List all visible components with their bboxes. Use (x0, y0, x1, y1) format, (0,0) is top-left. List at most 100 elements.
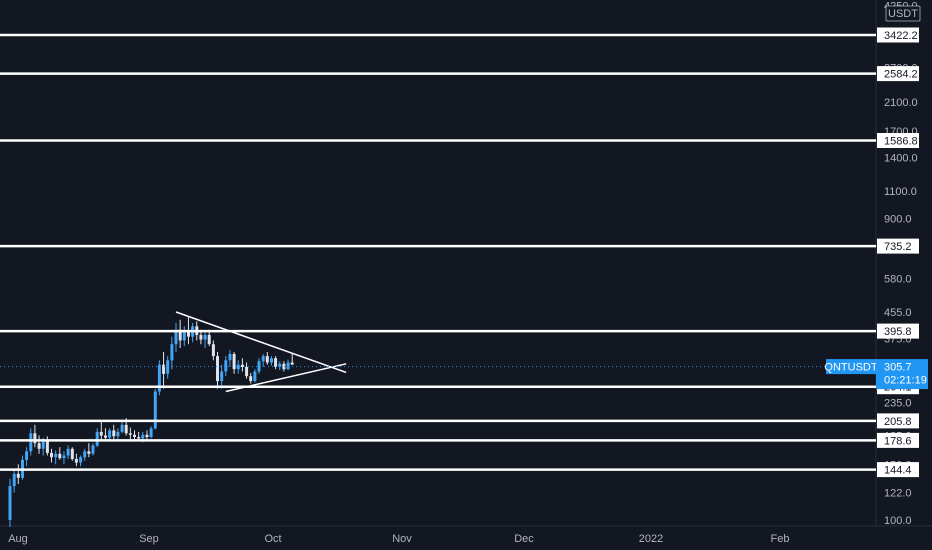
candle-body (70, 448, 74, 459)
candle-body (166, 360, 170, 374)
candle-body (153, 391, 157, 429)
candle-body (240, 364, 244, 367)
candle-body (58, 453, 62, 459)
bar-countdown-label: 02:21:19 (884, 375, 927, 387)
candle-body (178, 329, 182, 341)
price-tick-label: 900.0 (884, 213, 912, 225)
candle-body (224, 360, 228, 372)
symbol-label: QNTUSDT (824, 362, 877, 374)
candle-body (137, 437, 141, 439)
candle-body (290, 362, 294, 365)
candle-body (253, 371, 257, 382)
candle-body (108, 430, 112, 438)
candle-body (79, 457, 83, 463)
time-tick-label: 2022 (639, 533, 663, 545)
candle-body (174, 329, 178, 345)
candle-body (286, 362, 290, 370)
candle-body (261, 356, 265, 362)
time-tick-label: Dec (514, 533, 534, 545)
candle-body (66, 448, 70, 456)
price-tick-label: 1400.0 (884, 153, 918, 165)
time-tick-label: Sep (139, 533, 159, 545)
time-tick-label: Feb (771, 533, 790, 545)
candle-body (249, 376, 253, 382)
price-tick-label: 2100.0 (884, 97, 918, 109)
candle-body (211, 344, 215, 357)
level-price-label: 395.8 (884, 326, 912, 338)
level-price-tag (877, 413, 919, 429)
currency-badge[interactable] (885, 5, 921, 22)
level-price-label: 205.8 (884, 416, 912, 428)
candle-body (157, 364, 161, 392)
candle-body (12, 473, 16, 487)
candlestick-series (8, 316, 294, 527)
price-tick-label: 122.0 (884, 488, 912, 500)
candle-body (170, 344, 174, 361)
candle-body (87, 451, 91, 454)
price-tick-label: 1100.0 (884, 186, 917, 198)
candle-body (25, 451, 29, 460)
candle-body (220, 371, 224, 382)
price-tick-label: 100.0 (884, 515, 912, 527)
candle-body (50, 452, 53, 458)
candle-body (112, 430, 116, 437)
candle-body (99, 431, 103, 436)
price-tick-label: 235.0 (884, 398, 912, 410)
candle-body (62, 455, 66, 459)
level-price-label: 144.4 (884, 465, 912, 477)
candle-body (104, 435, 107, 438)
candle-body (182, 331, 186, 341)
candle-body (33, 433, 37, 444)
candle-body (95, 431, 99, 446)
candle-body (145, 434, 149, 437)
candle-body (203, 334, 207, 340)
candle-body (141, 434, 145, 439)
candle-body (228, 354, 232, 361)
level-price-tag (877, 432, 919, 448)
currency-label: USDT (888, 8, 918, 20)
current-price-label: 305.7 (884, 362, 912, 374)
candle-body (91, 445, 95, 454)
candle-body (257, 361, 261, 372)
time-axis[interactable]: Aug Sep Oct Nov Dec 2022 Feb (8, 533, 789, 545)
level-price-label: 3422.2 (884, 30, 918, 42)
candle-body (265, 356, 269, 363)
time-tick-label: Oct (264, 533, 281, 545)
symbol-label-bg (826, 359, 876, 375)
candle-body (187, 331, 190, 337)
candle-body (116, 431, 120, 437)
price-tick-label: 580.0 (884, 274, 912, 286)
candle-body (278, 363, 282, 367)
candle-body (83, 451, 87, 458)
level-price-tag (877, 133, 919, 148)
candle-body (74, 459, 78, 463)
candle-body (245, 366, 249, 377)
candle-body (29, 433, 33, 452)
level-price-label: 735.2 (884, 241, 912, 253)
candle-body (270, 358, 273, 363)
candle-body (37, 443, 41, 449)
candle-body (162, 364, 166, 374)
candle-body (149, 428, 153, 437)
candle-body (133, 434, 136, 437)
triangle-trendline[interactable] (175, 311, 347, 374)
horizontal-levels[interactable]: 3422.22584.21586.8735.2395.8264.1205.817… (0, 27, 919, 478)
candle-body (41, 440, 45, 449)
candle-body (124, 424, 128, 434)
time-tick-label: Aug (8, 533, 28, 545)
level-price-tag (877, 462, 919, 478)
candle-body (16, 473, 20, 478)
candle-body (216, 356, 219, 382)
candle-body (128, 433, 132, 435)
candle-body (54, 453, 58, 458)
candle-body (236, 364, 240, 370)
time-tick-label: Nov (392, 533, 412, 545)
candle-body (8, 486, 12, 520)
level-price-tag (877, 66, 919, 82)
level-price-label: 2584.2 (884, 69, 918, 81)
level-price-tag (877, 27, 919, 43)
price-tick-label: 455.0 (884, 307, 912, 319)
candle-body (232, 354, 236, 370)
